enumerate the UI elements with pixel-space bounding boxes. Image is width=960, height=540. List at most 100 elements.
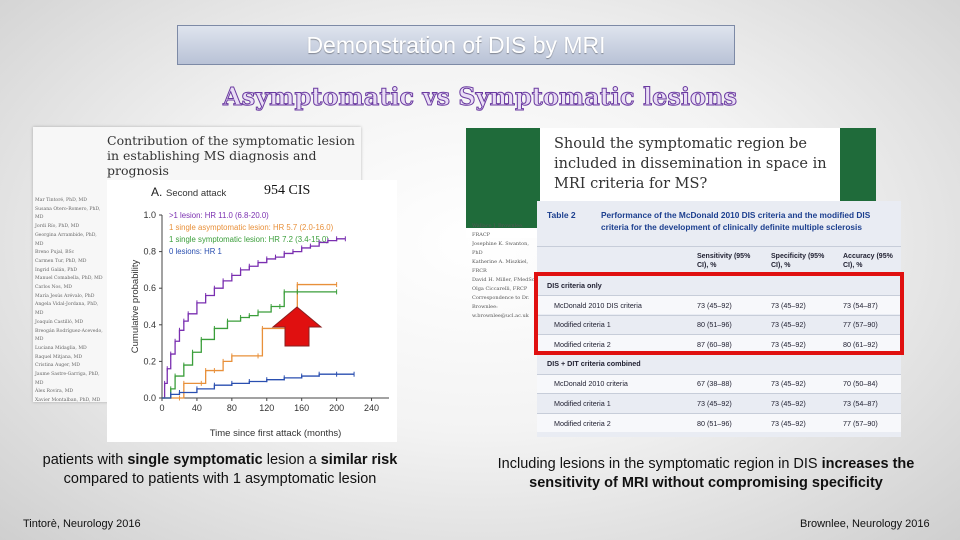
- legend-entry: 1 single asymptomatic lesion: HR 5.7 (2.…: [169, 223, 334, 232]
- author-name: Wallace J. Brownlee, FRACP: [472, 223, 524, 238]
- caption-part-bold: similar risk: [320, 452, 398, 468]
- table-header-cell: Accuracy (95% CI), %: [843, 253, 893, 269]
- y-tick-label: 0.2: [143, 356, 156, 366]
- author-name: Georgina Arrambide, PhD, MD: [35, 232, 97, 247]
- x-tick-label: 240: [364, 403, 379, 413]
- legend-entry: 0 lesions: HR 1: [169, 247, 222, 256]
- table-label: Table 2: [547, 210, 576, 220]
- series-line: [162, 291, 337, 399]
- caption-part: compared to patients with 1 asymptomatic…: [63, 471, 377, 487]
- table-cell: 73 (45–92): [771, 300, 806, 310]
- y-tick-label: 1.0: [143, 210, 156, 220]
- caption-part: patients with: [42, 452, 128, 468]
- author-name: Xavier Montalban, PhD, MD: [35, 398, 101, 402]
- author-name: Manuel Comabella, PhD, MD: [35, 276, 103, 282]
- table-row-label: Modified criteria 2: [554, 418, 611, 428]
- right-paper-title: Should the symptomatic region be include…: [554, 136, 827, 192]
- table-row-label: Modified criteria 1: [554, 398, 611, 408]
- journal-color-band: [466, 128, 540, 228]
- table-cell: 73 (54–87): [843, 398, 878, 408]
- table-cell: 77 (57–90): [843, 418, 878, 428]
- right-paper-authors: Wallace J. Brownlee, FRACP Josephine K. S…: [472, 222, 538, 372]
- left-paper-authors: Mar Tintoré, PhD, MD Susana Otero-Romero,…: [35, 197, 105, 402]
- author-name: Susana Otero-Romero, PhD, MD: [35, 206, 101, 221]
- author-name: Jordi Río, PhD, MD: [35, 224, 80, 230]
- author-name: Katherine A. Miszkiel, FRCR: [472, 259, 529, 274]
- table-row: McDonald 2010 criteria 67 (38–88) 73 (45–9…: [537, 373, 901, 393]
- caption-part-bold: single symptomatic: [127, 452, 263, 468]
- author-name: Carlos Nos, MD: [35, 285, 72, 291]
- author-name: Jaume Sastre-Garriga, PhD, MD: [35, 372, 100, 386]
- series-line: [162, 373, 355, 399]
- author-name: Correspondence to Dr. Brownlee: w.brownl…: [472, 295, 530, 319]
- table-cell: 73 (45–92): [771, 398, 806, 408]
- table-row: McDonald 2010 DIS criteria 73 (45–92) 73 (…: [537, 295, 901, 314]
- table-cell: 73 (45–92): [771, 418, 806, 428]
- table-row: Modified criteria 2 80 (51–96) 73 (45–92) 7…: [537, 413, 901, 432]
- table-section-label: DIS criteria only: [547, 280, 602, 290]
- x-tick-label: 200: [329, 403, 344, 413]
- table-row-label: McDonald 2010 DIS criteria: [554, 300, 642, 310]
- caption-part: lesion a: [262, 452, 321, 468]
- author-name: Álex Rovira, MD: [35, 389, 74, 395]
- author-name: Mar Tintoré, PhD, MD: [35, 198, 87, 203]
- up-arrow-icon: [271, 306, 323, 347]
- x-tick-label: 0: [159, 403, 164, 413]
- author-name: Carmen Tur, PhD, MD: [35, 258, 87, 264]
- author-name: Cristina Auger, MD: [35, 363, 80, 369]
- y-tick-label: 0.8: [143, 247, 156, 257]
- legend-entry: >1 lesion: HR 11.0 (6.8-20.0): [169, 211, 269, 220]
- table-header-cell: Specificity (95% CI), %: [771, 253, 825, 269]
- author-name: Olga Ciccarelli, FRCP: [472, 286, 528, 292]
- table-cell: 67 (38–88): [697, 379, 732, 389]
- slide-subtitle: Asymptomatic vs Symptomatic lesions: [223, 82, 738, 112]
- table-cell: 77 (57–90): [843, 320, 878, 330]
- table-cell: 80 (51–96): [697, 418, 732, 428]
- table-cell: 73 (54–87): [843, 300, 878, 310]
- chart-panel-label: A.: [151, 185, 162, 199]
- author-name: Joaquín Castilló, MD: [35, 319, 84, 325]
- y-tick-label: 0.0: [143, 393, 156, 403]
- right-citation: Brownlee, Neurology 2016: [800, 518, 930, 530]
- table-cell: 70 (50–84): [843, 379, 878, 389]
- highlight-box: [534, 272, 904, 355]
- table-cell: 73 (45–92): [697, 398, 732, 408]
- author-name: Breno Pujal, BSc: [35, 250, 75, 256]
- table-cell: 80 (61–92): [843, 339, 878, 349]
- table-section-row: DIS + DIT criteria combined: [537, 353, 901, 373]
- legend-entry: 1 single symptomatic lesion: HR 7.2 (3.4…: [169, 235, 329, 244]
- left-paper-title: Contribution of the symptomatic lesion i…: [107, 133, 355, 178]
- table-cell: 80 (51–96): [697, 320, 732, 330]
- table-row-label: McDonald 2010 criteria: [554, 379, 628, 389]
- table-row: Modified criteria 1 73 (45–92) 73 (45–92) 7…: [537, 393, 901, 412]
- table-cell: 73 (45–92): [697, 300, 732, 310]
- table-header: Sensitivity (95% CI), % Specificity (95%…: [537, 246, 901, 273]
- author-name: Ingrid Galán, PhD: [35, 267, 78, 273]
- x-tick-label: 120: [259, 403, 274, 413]
- slide-title: Demonstration of DIS by MRI: [177, 25, 735, 65]
- right-caption: Including lesions in the symptomatic reg…: [490, 455, 922, 493]
- y-tick-label: 0.4: [143, 320, 156, 330]
- km-chart: 0 40 80 120 160 200 240 0.0 0.2 0.4 0.6 0.8 1.0 Time …: [130, 185, 389, 439]
- author-name: Luciana Midaglia, MD: [35, 345, 87, 351]
- table-row: Modified criteria 1 80 (51–96) 73 (45–92) 7…: [537, 314, 901, 334]
- table-row-label: Modified criteria 2: [554, 339, 611, 349]
- left-caption: patients with single symptomatic lesion …: [20, 451, 420, 489]
- author-name: María Jesús Arévalo, PhD: [35, 293, 95, 299]
- table-title: Performance of the McDonald 2010 DIS cri…: [601, 210, 871, 232]
- table-section-label: DIS + DIT criteria combined: [547, 359, 641, 369]
- author-name: Josephine K. Swanton, PhD: [472, 241, 529, 256]
- x-tick-label: 160: [294, 403, 309, 413]
- table-header-cell: Sensitivity (95% CI), %: [697, 253, 751, 269]
- y-tick-label: 0.6: [143, 283, 156, 293]
- table-cell: 73 (45–92): [771, 379, 806, 389]
- table-cell: 73 (45–92): [771, 339, 806, 349]
- caption-bold: increases the sensitivity of MRI without…: [529, 456, 915, 491]
- author-name: Breogán Rodríguez-Acevedo, MD: [35, 328, 103, 343]
- table-row-label: Modified criteria 1: [554, 320, 611, 330]
- author-name: Angela Vidal-Jordana, PhD, MD: [35, 302, 99, 317]
- left-citation: Tintorè, Neurology 2016: [23, 518, 141, 530]
- table-cell: 87 (60–98): [697, 339, 732, 349]
- caption-plain: Including lesions in the symptomatic reg…: [497, 456, 822, 472]
- series-line: [162, 238, 346, 399]
